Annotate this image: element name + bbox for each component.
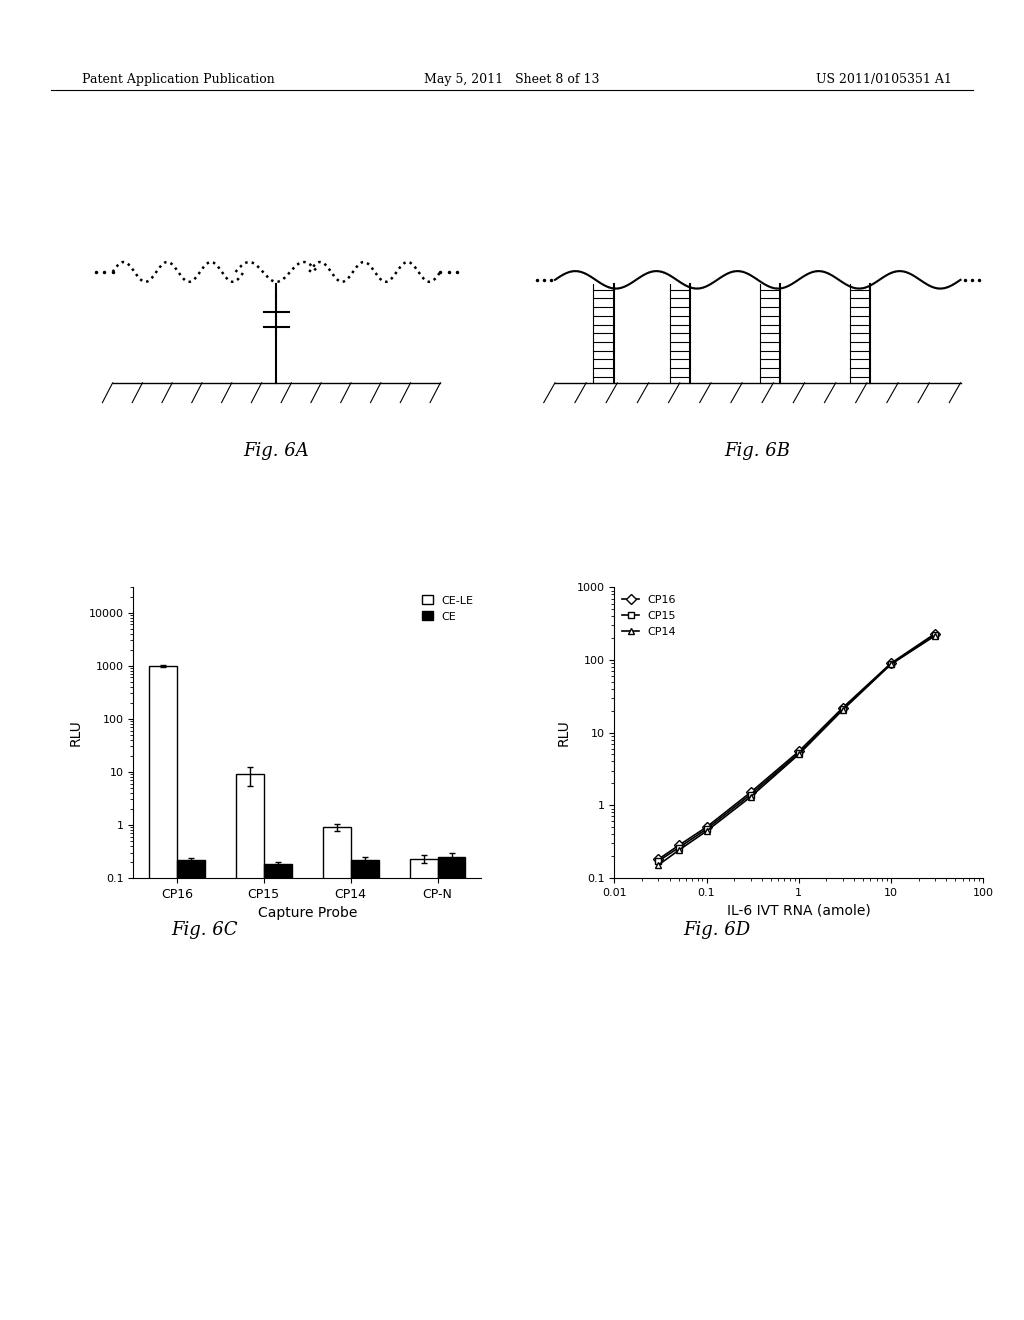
Bar xyxy=(350,859,379,1320)
Line: CP14: CP14 xyxy=(655,632,938,869)
CP14 xyxy=(929,628,941,644)
Legend: CP16, CP15, CP14: CP16, CP15, CP14 xyxy=(620,593,679,639)
CP14 xyxy=(700,824,713,840)
CP14 xyxy=(673,842,685,858)
Text: Fig. 6B: Fig. 6B xyxy=(725,442,791,461)
CP14 xyxy=(793,747,805,763)
CP14 xyxy=(744,789,757,805)
Bar xyxy=(177,859,205,1320)
Line: CP15: CP15 xyxy=(655,632,938,865)
CP15 xyxy=(837,701,849,717)
CP16 xyxy=(837,700,849,715)
CP15 xyxy=(673,840,685,855)
CP16 xyxy=(793,743,805,759)
CP15 xyxy=(793,746,805,762)
Bar xyxy=(148,665,177,1320)
Bar xyxy=(410,858,437,1320)
Bar xyxy=(236,775,264,1320)
Text: Fig. 6C: Fig. 6C xyxy=(172,921,238,940)
Y-axis label: RLU: RLU xyxy=(69,719,83,746)
CP16 xyxy=(885,656,897,672)
CP16 xyxy=(652,851,665,867)
CP15 xyxy=(700,821,713,837)
Text: Patent Application Publication: Patent Application Publication xyxy=(82,73,274,86)
CP16 xyxy=(744,784,757,800)
CP16 xyxy=(700,820,713,836)
Text: May 5, 2011   Sheet 8 of 13: May 5, 2011 Sheet 8 of 13 xyxy=(424,73,600,86)
CP15 xyxy=(885,656,897,672)
Legend: CE-LE, CE: CE-LE, CE xyxy=(419,593,476,624)
Y-axis label: RLU: RLU xyxy=(557,719,571,746)
CP16 xyxy=(673,837,685,853)
Text: Fig. 6D: Fig. 6D xyxy=(683,921,751,940)
Bar xyxy=(264,865,292,1320)
Bar xyxy=(437,857,466,1320)
CP14 xyxy=(885,656,897,672)
CP14 xyxy=(837,702,849,718)
Bar xyxy=(323,828,350,1320)
Text: Fig. 6A: Fig. 6A xyxy=(244,442,309,461)
X-axis label: Capture Probe: Capture Probe xyxy=(257,906,357,920)
Line: CP16: CP16 xyxy=(655,630,938,863)
CP15 xyxy=(929,627,941,643)
CP16 xyxy=(929,626,941,642)
X-axis label: IL-6 IVT RNA (amole): IL-6 IVT RNA (amole) xyxy=(727,903,870,917)
CP14 xyxy=(652,857,665,873)
CP15 xyxy=(652,853,665,869)
Text: US 2011/0105351 A1: US 2011/0105351 A1 xyxy=(816,73,952,86)
CP15 xyxy=(744,787,757,803)
